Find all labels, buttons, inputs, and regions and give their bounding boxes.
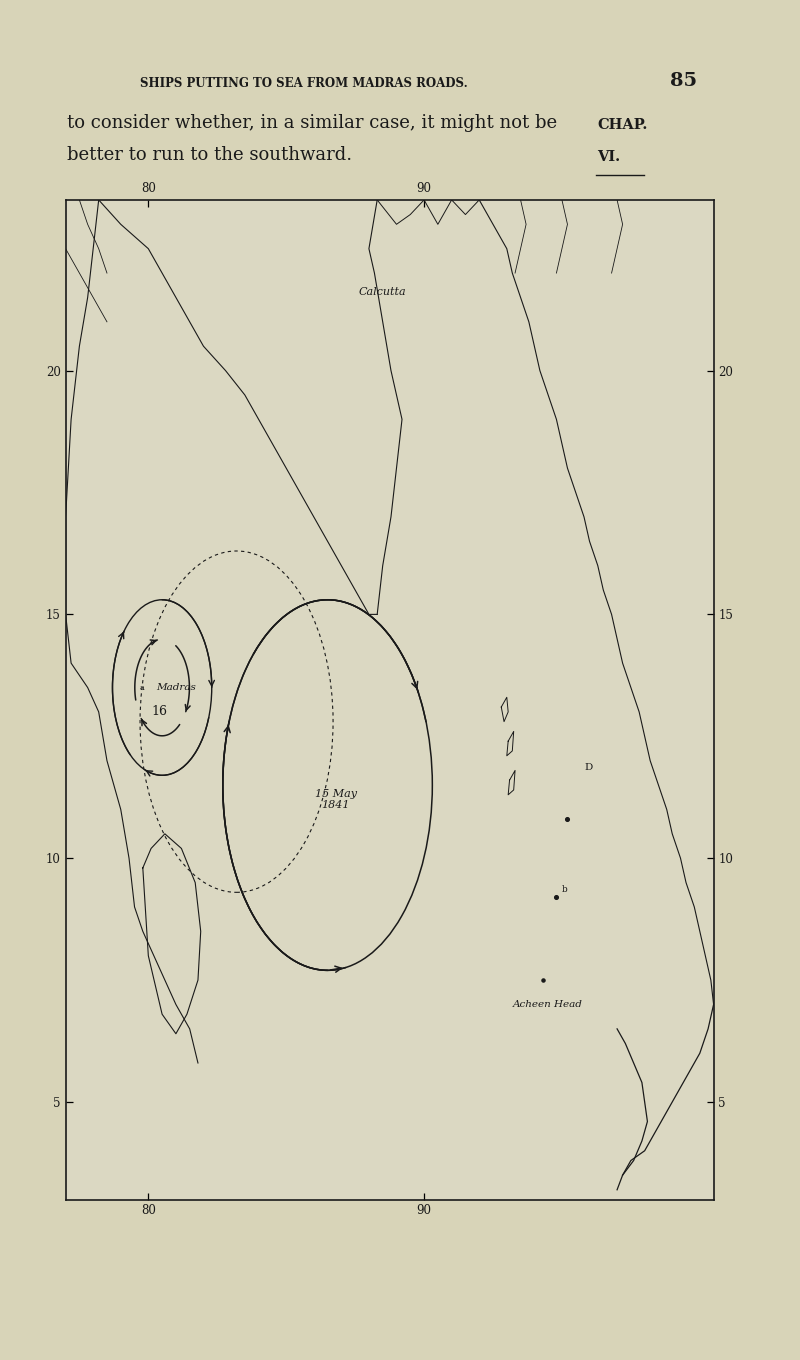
Text: SHIPS PUTTING TO SEA FROM MADRAS ROADS.: SHIPS PUTTING TO SEA FROM MADRAS ROADS. [140,78,468,90]
Text: 16: 16 [151,706,167,718]
Text: explain in what way this gale was felt at Royacottah: explain in what way this gale was felt a… [67,915,544,933]
Text: b: b [562,885,568,895]
Text: Calcutta: Calcutta [359,287,406,298]
Text: a: a [139,684,144,691]
Text: better to run to the southward.: better to run to the southward. [67,146,352,165]
Point [550,887,563,908]
Text: CHAP.: CHAP. [597,118,647,132]
Text: Madras: Madras [157,683,197,692]
Text: VI.: VI. [597,150,620,165]
Text: 15 May
1841: 15 May 1841 [315,789,357,811]
Text: to consider whether, in a similar case, it might not be: to consider whether, in a similar case, … [67,114,557,132]
Point [561,808,574,830]
Text: A report from the Assistant Surveyor-General will: A report from the Assistant Surveyor-Gen… [67,877,546,895]
Text: and Bangalore.  This report will serve as an example: and Bangalore. This report will serve as… [67,953,550,971]
Text: D: D [584,763,592,772]
Text: 85: 85 [670,72,697,90]
Text: Acheen Head: Acheen Head [514,1001,583,1009]
Text: to prove how greatly gales are modified on land.: to prove how greatly gales are modified … [67,991,511,1009]
Point [536,970,549,991]
